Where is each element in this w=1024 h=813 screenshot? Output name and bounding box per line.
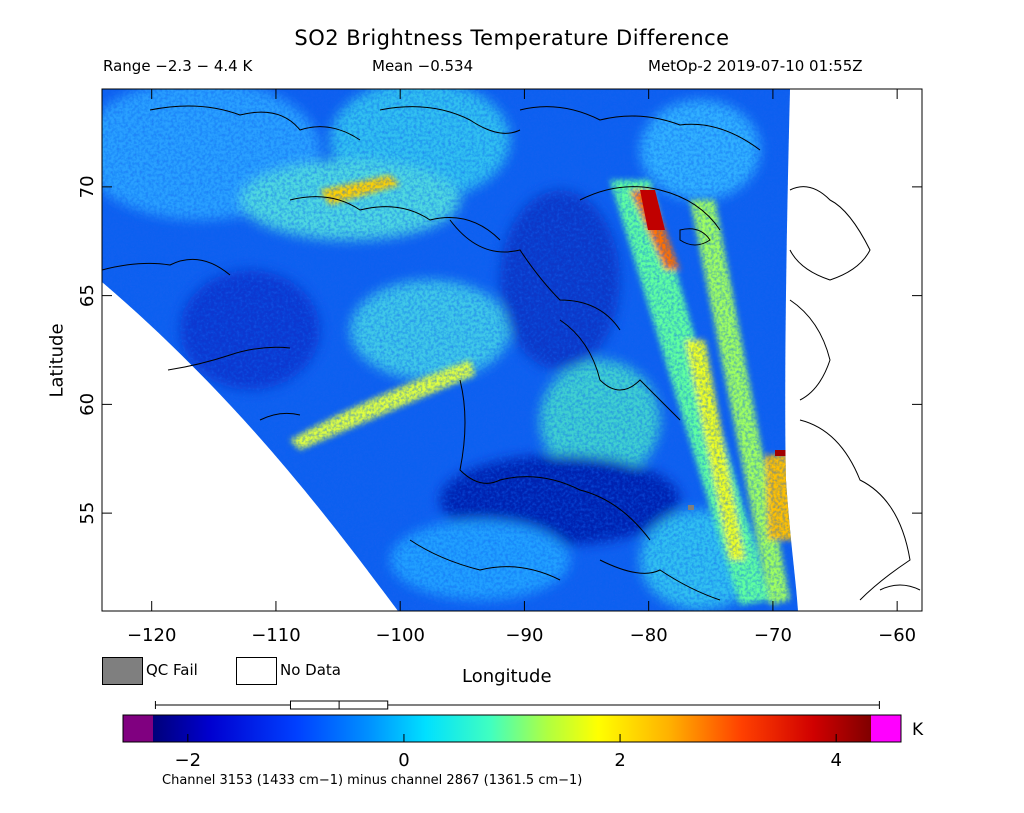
lat-tick-label: 55: [77, 502, 98, 525]
qc-fail-swatch: [102, 657, 143, 685]
lon-tick-label: −60: [878, 625, 916, 646]
colorbar-unit: K: [912, 720, 924, 740]
colorbar-over: [871, 715, 901, 742]
lon-tick-label: −80: [630, 625, 668, 646]
no-data-label: No Data: [280, 661, 341, 679]
colorbar-tick-label: 4: [830, 750, 841, 771]
channel-footnote: Channel 3153 (1433 cm−1) minus channel 2…: [162, 773, 583, 788]
y-axis-label: Latitude: [46, 323, 68, 398]
colorbar-tick-label: 2: [614, 750, 625, 771]
chart-title: SO2 Brightness Temperature Difference: [294, 26, 730, 50]
qc-fail-label: QC Fail: [146, 661, 198, 679]
colorbar: [122, 714, 902, 743]
no-data-swatch: [236, 657, 277, 685]
plot-frame: [101, 88, 923, 612]
colorbar-under: [123, 715, 153, 742]
lon-tick-label: −120: [127, 625, 176, 646]
lon-tick-label: −110: [251, 625, 300, 646]
lat-tick-label: 65: [77, 284, 98, 307]
x-axis-label: Longitude: [462, 666, 552, 687]
colorbar-tick-label: −2: [175, 750, 202, 771]
data-swath: [102, 89, 798, 611]
colorbar-gradient: [153, 715, 871, 742]
lat-tick-label: 60: [77, 393, 98, 416]
coastlines: [102, 105, 921, 601]
lat-tick-label: 70: [77, 175, 98, 198]
lon-tick-label: −70: [754, 625, 792, 646]
colorbar-tick-label: 0: [398, 750, 409, 771]
colorbar-ticks: −2 0 2 4: [175, 734, 842, 771]
map-axes: −120 −110 −100 −90 −80 −70 −60 55 60 65 70: [77, 89, 922, 646]
mean-text: Mean −0.534: [372, 57, 474, 75]
colorbar-boxplot: [154, 700, 880, 710]
lon-tick-label: −100: [375, 625, 424, 646]
range-text: Range −2.3 − 4.4 K: [103, 57, 253, 75]
satellite-time-text: MetOp-2 2019-07-10 01:55Z: [648, 57, 863, 75]
lon-tick-label: −90: [505, 625, 543, 646]
